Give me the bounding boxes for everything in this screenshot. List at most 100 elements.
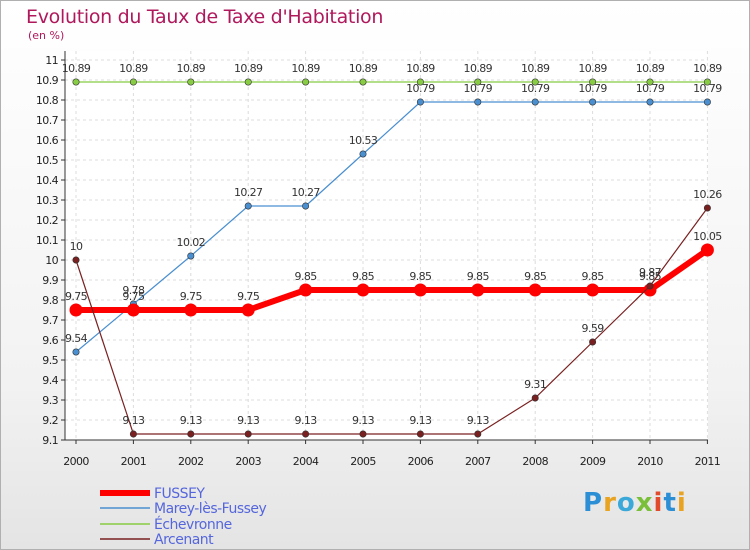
data-point	[72, 78, 80, 86]
x-tick-label: 2001	[121, 455, 147, 468]
data-point	[474, 98, 482, 106]
data-point	[244, 202, 252, 210]
data-point	[646, 282, 654, 290]
y-tick-label: 11	[45, 54, 58, 67]
y-tick-label: 10.3	[36, 194, 59, 207]
axes: 9.1 9.2 9.3 9.4 9.5 9.6 9.7 9.8 9.9 10 10.1 10.2 10.…	[36, 51, 721, 468]
data-point	[359, 78, 367, 86]
x-tick-label: 2010	[637, 455, 663, 468]
data-label: 10.79	[406, 82, 435, 95]
data-point	[244, 78, 252, 86]
data-label: 10	[70, 240, 83, 253]
data-label: 10.89	[636, 62, 665, 75]
data-label: 9.31	[524, 378, 546, 391]
data-point	[646, 98, 654, 106]
y-tick-label: 9.3	[42, 394, 58, 407]
data-point	[359, 150, 367, 158]
data-label: 9.87	[639, 266, 662, 279]
logo-letter: P	[583, 488, 604, 518]
chart-title: Evolution du Taux de Taxe d'Habitation	[26, 6, 384, 28]
legend-label: Échevronne	[154, 516, 232, 533]
data-point	[589, 98, 597, 106]
data-label: 10.89	[578, 62, 607, 75]
data-point	[359, 430, 367, 438]
legend-label: FUSSEY	[154, 486, 205, 502]
data-label: 9.13	[122, 414, 145, 427]
data-label: 9.85	[582, 270, 605, 283]
data-point	[72, 256, 80, 264]
data-label: 10.89	[62, 62, 91, 75]
data-point	[531, 78, 539, 86]
y-tick-label: 10.7	[36, 114, 59, 127]
y-tick-label: 10.9	[36, 74, 59, 87]
data-label: 10.89	[693, 62, 722, 75]
data-label: 10.89	[291, 62, 320, 75]
data-point	[531, 394, 539, 402]
data-point	[703, 78, 711, 86]
series-lines	[69, 78, 714, 438]
data-label: 10.89	[349, 62, 378, 75]
data-point	[302, 78, 310, 86]
data-point	[187, 78, 195, 86]
x-tick-label: 2000	[63, 455, 89, 468]
data-point	[528, 283, 542, 297]
data-point	[703, 204, 711, 212]
legend-label: Marey-lès-Fussey	[154, 501, 267, 517]
x-tick-label: 2004	[293, 455, 319, 468]
y-tick-label: 10	[45, 254, 58, 267]
data-label: 10.89	[119, 62, 148, 75]
data-label: 9.13	[295, 414, 318, 427]
data-label: 10.89	[521, 62, 550, 75]
data-point	[129, 78, 137, 86]
series-line-3	[75, 207, 708, 435]
data-label: 9.75	[122, 290, 145, 303]
y-tick-label: 10.1	[36, 234, 58, 247]
data-label: 10.05	[693, 230, 722, 243]
data-point	[69, 303, 83, 317]
data-label: 9.85	[295, 270, 318, 283]
data-point	[187, 430, 195, 438]
data-point	[356, 283, 370, 297]
data-label: 10.79	[636, 82, 665, 95]
x-tick-label: 2007	[465, 455, 491, 468]
data-point	[474, 430, 482, 438]
data-point	[244, 430, 252, 438]
data-label: 10.89	[177, 62, 206, 75]
data-label: 9.85	[352, 270, 375, 283]
proxiti-logo: Proxiti	[583, 488, 687, 518]
x-tick-label: 2011	[695, 455, 721, 468]
data-label: 9.78	[122, 284, 145, 297]
y-tick-label: 10.5	[36, 154, 59, 167]
data-label: 10.79	[521, 82, 550, 95]
data-label: 9.85	[467, 270, 490, 283]
data-label: 9.59	[582, 322, 605, 335]
data-label: 9.85	[409, 270, 432, 283]
series-line-0	[76, 247, 710, 313]
x-tick-label: 2005	[350, 455, 376, 468]
y-tick-label: 9.4	[42, 374, 58, 387]
data-point	[184, 303, 198, 317]
logo-letter: i	[676, 488, 687, 518]
data-point	[589, 338, 597, 346]
data-label: 10.79	[464, 82, 493, 95]
x-tick-label: 2009	[580, 455, 606, 468]
logo-letter: i	[653, 488, 664, 518]
data-labels: 10.89 10.89 10.89 10.89 10.89 10.89 10.89 10.89…	[62, 62, 723, 427]
y-tick-label: 10.6	[36, 134, 59, 147]
data-point	[241, 303, 255, 317]
logo-letter: o	[616, 488, 636, 518]
data-label: 9.85	[639, 270, 662, 283]
data-label: 10.02	[177, 236, 206, 249]
data-label: 10.89	[464, 62, 493, 75]
x-tick-label: 2003	[235, 455, 261, 468]
data-label: 10.79	[693, 82, 722, 95]
logo-letter: x	[635, 488, 654, 518]
data-point	[646, 78, 654, 86]
data-point	[703, 98, 711, 106]
data-point	[413, 283, 427, 297]
y-tick-label: 9.6	[42, 334, 58, 347]
data-point	[589, 78, 597, 86]
data-label: 10.27	[291, 186, 320, 199]
